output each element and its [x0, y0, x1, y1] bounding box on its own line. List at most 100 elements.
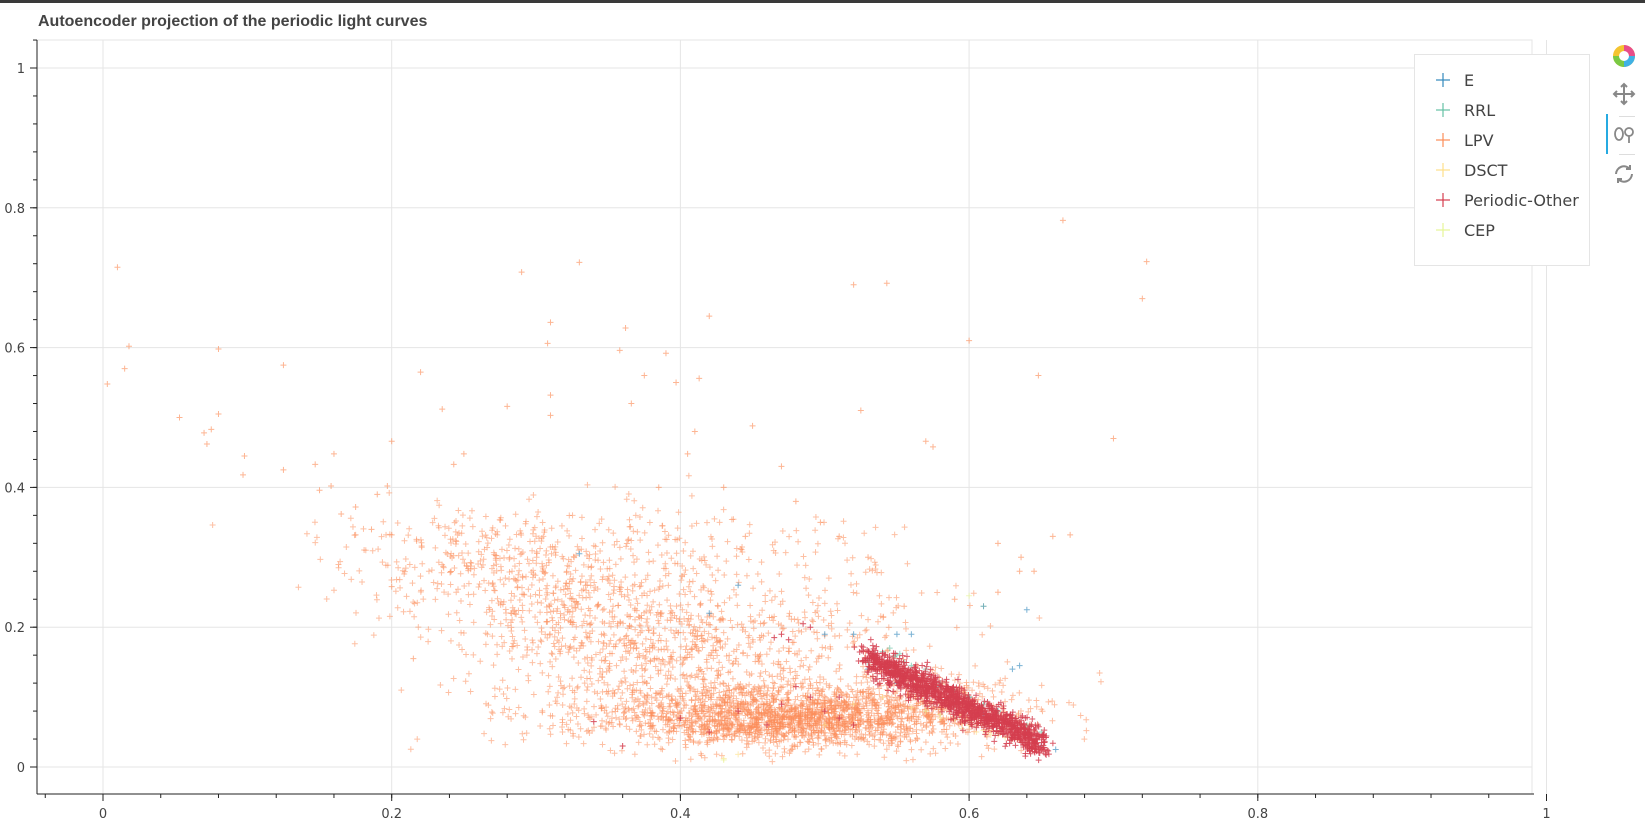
point-lpv: [610, 631, 617, 638]
point-lpv: [338, 510, 345, 517]
point-lpv: [635, 739, 642, 746]
point-lpv: [648, 700, 655, 707]
point-lpv: [612, 561, 619, 568]
point-lpv: [815, 740, 822, 747]
point-lpv: [794, 616, 801, 623]
point-lpv: [548, 650, 555, 657]
point-lpv: [316, 487, 323, 494]
point-lpv: [800, 553, 807, 560]
point-lpv: [557, 650, 564, 657]
point-lpv: [452, 528, 459, 535]
point-lpv: [735, 579, 742, 586]
point-lpv: [605, 577, 612, 584]
point-lpv: [646, 607, 653, 614]
point-lpv: [535, 508, 542, 515]
point-lpv: [598, 702, 605, 709]
point-lpv: [669, 664, 676, 671]
point-lpv: [642, 635, 649, 642]
point-lpv: [526, 607, 533, 614]
point-lpv: [508, 590, 515, 597]
point-lpv: [534, 619, 541, 626]
point-lpv: [503, 547, 510, 554]
point-lpv: [783, 691, 790, 698]
point-lpv: [713, 751, 720, 758]
point-lpv: [515, 704, 522, 711]
point-lpv: [508, 624, 515, 631]
point-lpv: [900, 702, 907, 709]
point-lpv: [581, 667, 588, 674]
point-lpv: [726, 652, 733, 659]
point-lpv: [618, 578, 625, 585]
point-lpv: [442, 523, 449, 530]
point-lpv: [609, 687, 616, 694]
point-lpv: [910, 647, 917, 654]
point-lpv: [584, 659, 591, 666]
point-lpv: [692, 697, 699, 704]
point-lpv: [529, 557, 536, 564]
point-lpv: [619, 701, 626, 708]
point-lpv: [866, 566, 873, 573]
point-lpv: [518, 584, 525, 591]
point-lpv: [559, 685, 566, 692]
point-lpv: [727, 617, 734, 624]
point-lpv: [926, 643, 933, 650]
point-lpv: [644, 615, 651, 622]
point-lpv: [549, 651, 556, 658]
point-lpv: [312, 461, 319, 468]
point-lpv: [661, 661, 668, 668]
point-lpv: [721, 599, 728, 606]
point-lpv: [720, 506, 727, 513]
point-lpv: [599, 646, 606, 653]
point-lpv: [459, 522, 466, 529]
point-lpv: [930, 443, 937, 450]
point-lpv: [607, 596, 614, 603]
point-lpv: [549, 663, 556, 670]
point-lpv: [715, 672, 722, 679]
point-lpv: [554, 605, 561, 612]
point-lpv: [411, 564, 418, 571]
point-lpv: [414, 599, 421, 606]
point-lpv: [499, 677, 506, 684]
point-lpv: [784, 681, 791, 688]
point-lpv: [609, 607, 616, 614]
point-lpv: [436, 502, 443, 509]
point-lpv: [670, 720, 677, 727]
point-lpv: [631, 497, 638, 504]
point-lpv: [689, 729, 696, 736]
point-lpv: [482, 513, 489, 520]
point-lpv: [663, 550, 670, 557]
point-lpv: [586, 668, 593, 675]
point-lpv: [501, 705, 508, 712]
point-lpv: [114, 264, 121, 271]
point-lpv: [755, 739, 762, 746]
point-lpv: [417, 573, 424, 580]
point-lpv: [632, 667, 639, 674]
point-lpv: [1016, 689, 1023, 696]
point-lpv: [591, 688, 598, 695]
point-lpv: [483, 609, 490, 616]
point-lpv: [744, 652, 751, 659]
point-lpv: [395, 564, 402, 571]
point-lpv: [616, 716, 623, 723]
point-lpv: [540, 568, 547, 575]
point-lpv: [803, 585, 810, 592]
point-lpv: [525, 560, 532, 567]
point-lpv: [626, 726, 633, 733]
point-lpv: [680, 656, 687, 663]
point-lpv: [569, 709, 576, 716]
point-lpv: [641, 529, 648, 536]
point-lpv: [588, 620, 595, 627]
point-lpv: [617, 695, 624, 702]
point-lpv: [646, 519, 653, 526]
point-lpv: [539, 568, 546, 575]
point-lpv: [966, 602, 973, 609]
point-lpv: [663, 643, 670, 650]
point-lpv: [672, 696, 679, 703]
point-lpv: [410, 655, 417, 662]
point-lpv: [792, 668, 799, 675]
point-lpv: [494, 651, 501, 658]
point-lpv: [384, 562, 391, 569]
point-lpv: [768, 614, 775, 621]
point-lpv: [716, 519, 723, 526]
